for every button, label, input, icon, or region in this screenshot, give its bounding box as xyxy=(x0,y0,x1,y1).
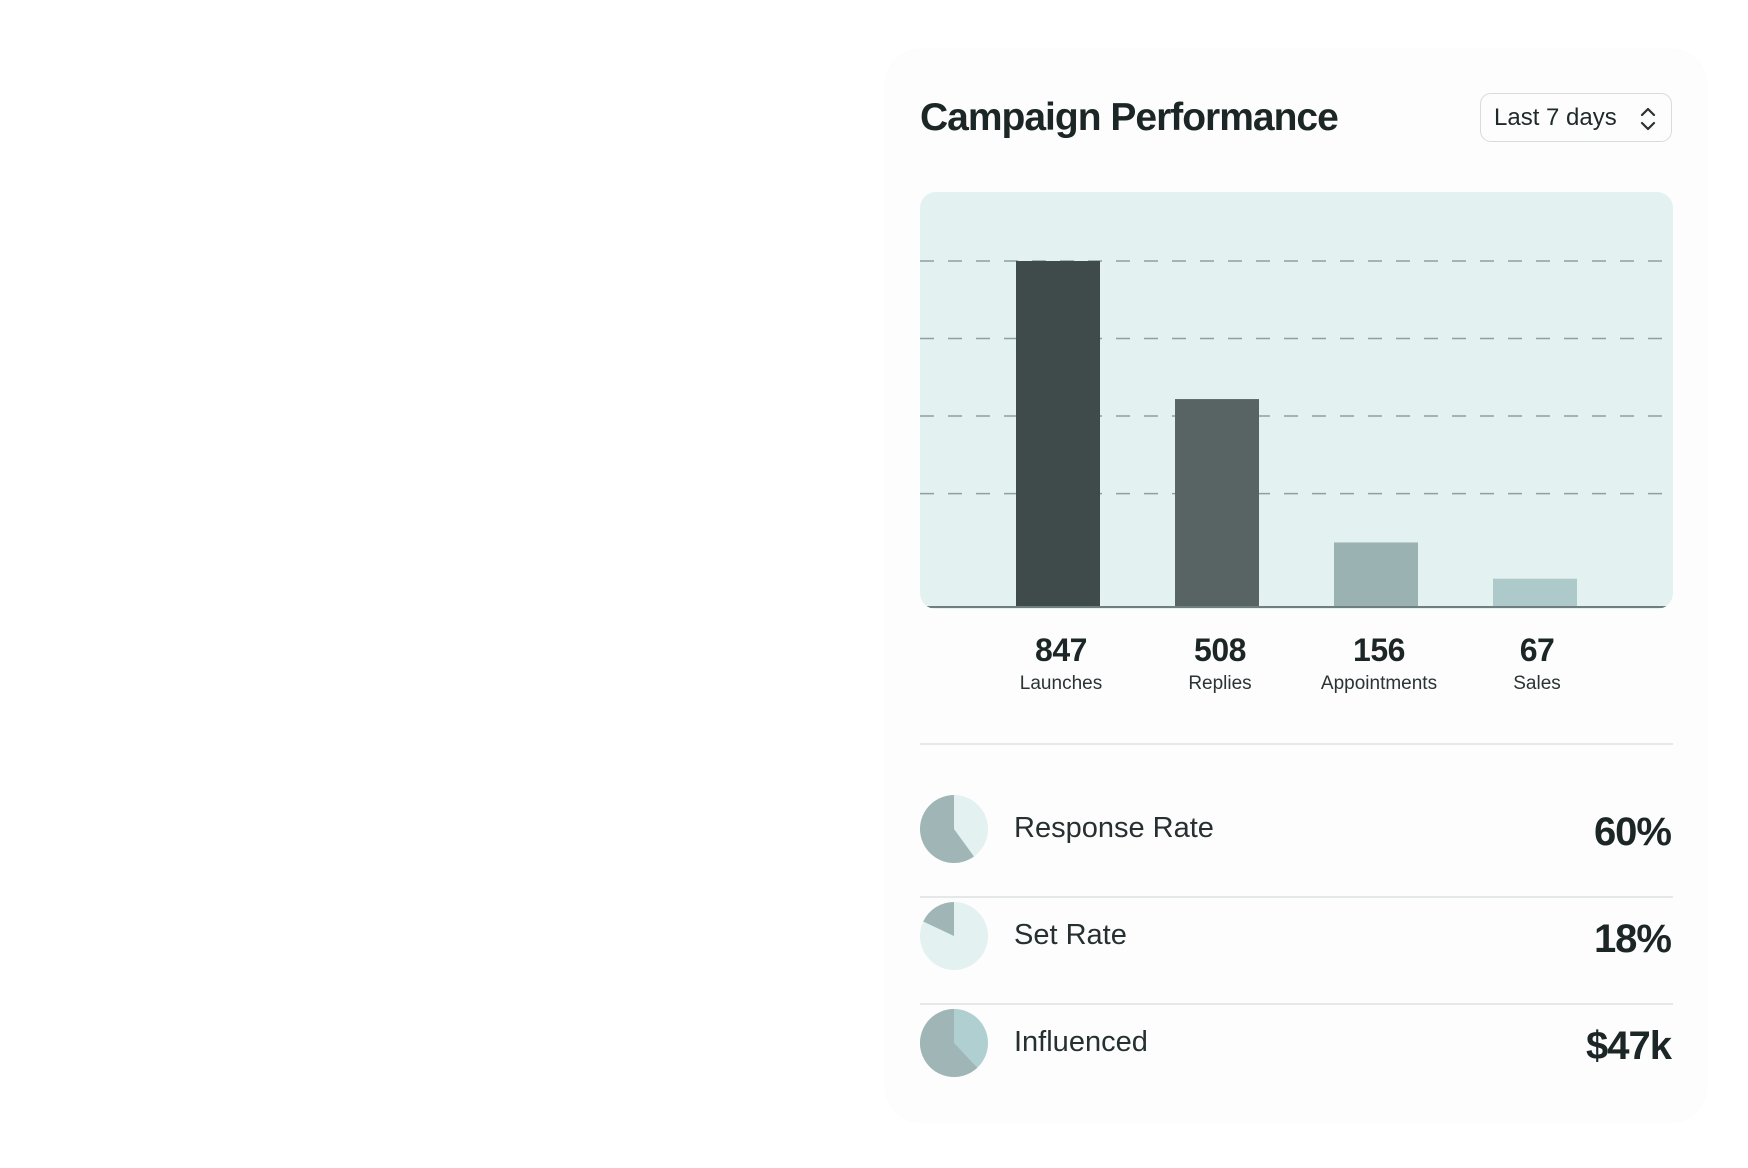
metric-launches: 847 Launches xyxy=(986,632,1136,695)
bar-appointments xyxy=(1334,542,1418,606)
metric-value: 67 xyxy=(1519,632,1555,668)
bar-sales xyxy=(1493,578,1577,606)
rate-value: $47k xyxy=(1586,1024,1672,1068)
pie-chart-icon xyxy=(920,902,988,970)
rate-value: 18% xyxy=(1593,917,1672,961)
row-divider xyxy=(920,896,1673,898)
metric-label: Appointments xyxy=(1320,673,1438,694)
metric-value: 847 xyxy=(1035,632,1087,668)
date-range-value: Last 7 days xyxy=(1494,103,1617,131)
chevron-up-down-icon xyxy=(1640,107,1656,131)
metric-value: 508 xyxy=(1194,632,1246,668)
metric-replies: 508 Replies xyxy=(1145,632,1295,695)
metric-sales: 67 Sales xyxy=(1462,632,1612,695)
rate-row-set: Set Rate 18% xyxy=(920,897,1673,977)
bar-chart xyxy=(920,192,1673,609)
metric-value: 156 xyxy=(1353,632,1405,668)
rate-value: 60% xyxy=(1593,810,1672,854)
metric-label: Sales xyxy=(1513,673,1561,694)
rate-label: Set Rate xyxy=(1014,919,1127,951)
metric-label: Replies xyxy=(1188,673,1252,694)
rate-row-response: Response Rate 60% xyxy=(920,790,1673,870)
rate-row-influenced: Influenced $47k xyxy=(920,1004,1673,1084)
pie-chart-icon xyxy=(920,795,988,863)
pie-chart-icon xyxy=(920,1009,988,1077)
rate-label: Response Rate xyxy=(1014,812,1214,844)
campaign-performance-card: Campaign Performance Last 7 days 847 Lau… xyxy=(886,50,1706,1122)
metric-appointments: 156 Appointments xyxy=(1304,632,1454,695)
bar-launches xyxy=(1016,261,1100,606)
pie-slice xyxy=(920,795,974,863)
metric-label: Launches xyxy=(1019,673,1103,694)
rate-label: Influenced xyxy=(1014,1026,1148,1058)
section-divider xyxy=(920,743,1673,745)
pie-slice xyxy=(920,1009,978,1077)
bar-replies xyxy=(1175,399,1259,606)
card-title: Campaign Performance xyxy=(920,96,1339,139)
pie-slice xyxy=(923,902,954,936)
row-divider xyxy=(920,1003,1673,1005)
date-range-select[interactable]: Last 7 days xyxy=(1480,93,1672,142)
